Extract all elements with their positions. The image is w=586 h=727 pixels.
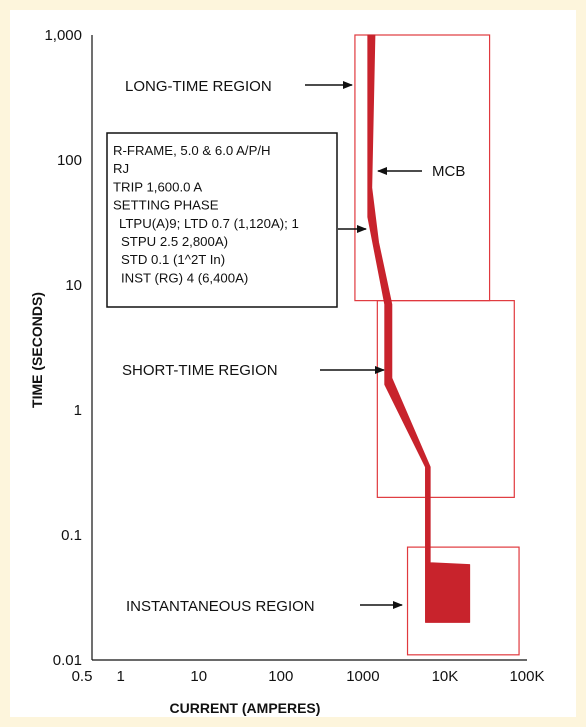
y-tick-label: 0.01 <box>53 652 82 669</box>
settings-line: INST (RG) 4 (6,400A) <box>121 270 248 285</box>
x-tick-label: 100K <box>509 668 544 685</box>
mcb-label: MCB <box>432 163 465 180</box>
x-tick-label: 100 <box>268 668 293 685</box>
regions-layer <box>354 34 520 656</box>
short-time-region-label: SHORT-TIME REGION <box>122 362 278 379</box>
settings-line: LTPU(A)9; LTD 0.7 (1,120A); 1 <box>119 216 299 231</box>
x-tick-label: 1000 <box>346 668 379 685</box>
y-tick-label: 1,000 <box>44 27 82 44</box>
settings-line: TRIP 1,600.0 A <box>113 179 202 194</box>
y-tick-label: 100 <box>57 152 82 169</box>
x-tick-label: 10 <box>190 668 207 685</box>
long-time-region-label: LONG-TIME REGION <box>125 78 272 95</box>
y-tick-label: 1 <box>74 402 82 419</box>
y-tick-label: 10 <box>65 277 82 294</box>
labels-layer: LONG-TIME REGION SHORT-TIME REGION INSTANT… <box>106 78 465 615</box>
settings-line: STD 0.1 (1^2T In) <box>121 252 225 267</box>
settings-line: STPU 2.5 2,800A) <box>121 234 228 249</box>
settings-box <box>106 132 338 308</box>
instantaneous-region-box <box>406 546 520 656</box>
x-tick-label: 0.5 <box>72 668 93 685</box>
settings-line: SETTING PHASE <box>113 198 219 213</box>
y-axis-title: TIME (SECONDS) <box>29 292 45 408</box>
curve-layer <box>367 34 471 623</box>
instantaneous-region-label: INSTANTANEOUS REGION <box>126 598 315 615</box>
y-tick-label: 0.1 <box>61 527 82 544</box>
mcb-trip-curve <box>367 34 471 623</box>
settings-line: RJ <box>113 161 129 176</box>
short-time-region-box <box>376 300 515 498</box>
long-time-region-box <box>354 34 491 302</box>
x-tick-label: 10K <box>432 668 459 685</box>
x-axis-title: CURRENT (AMPERES) <box>170 700 321 716</box>
axes-layer: 1,000 100 10 1 0.1 0.010.5 1 10 100 1000 10K 100K CU… <box>29 27 545 716</box>
chart-panel <box>10 10 576 717</box>
settings-line: R-FRAME, 5.0 & 6.0 A/P/H <box>113 143 271 158</box>
x-tick-label: 1 <box>117 668 125 685</box>
